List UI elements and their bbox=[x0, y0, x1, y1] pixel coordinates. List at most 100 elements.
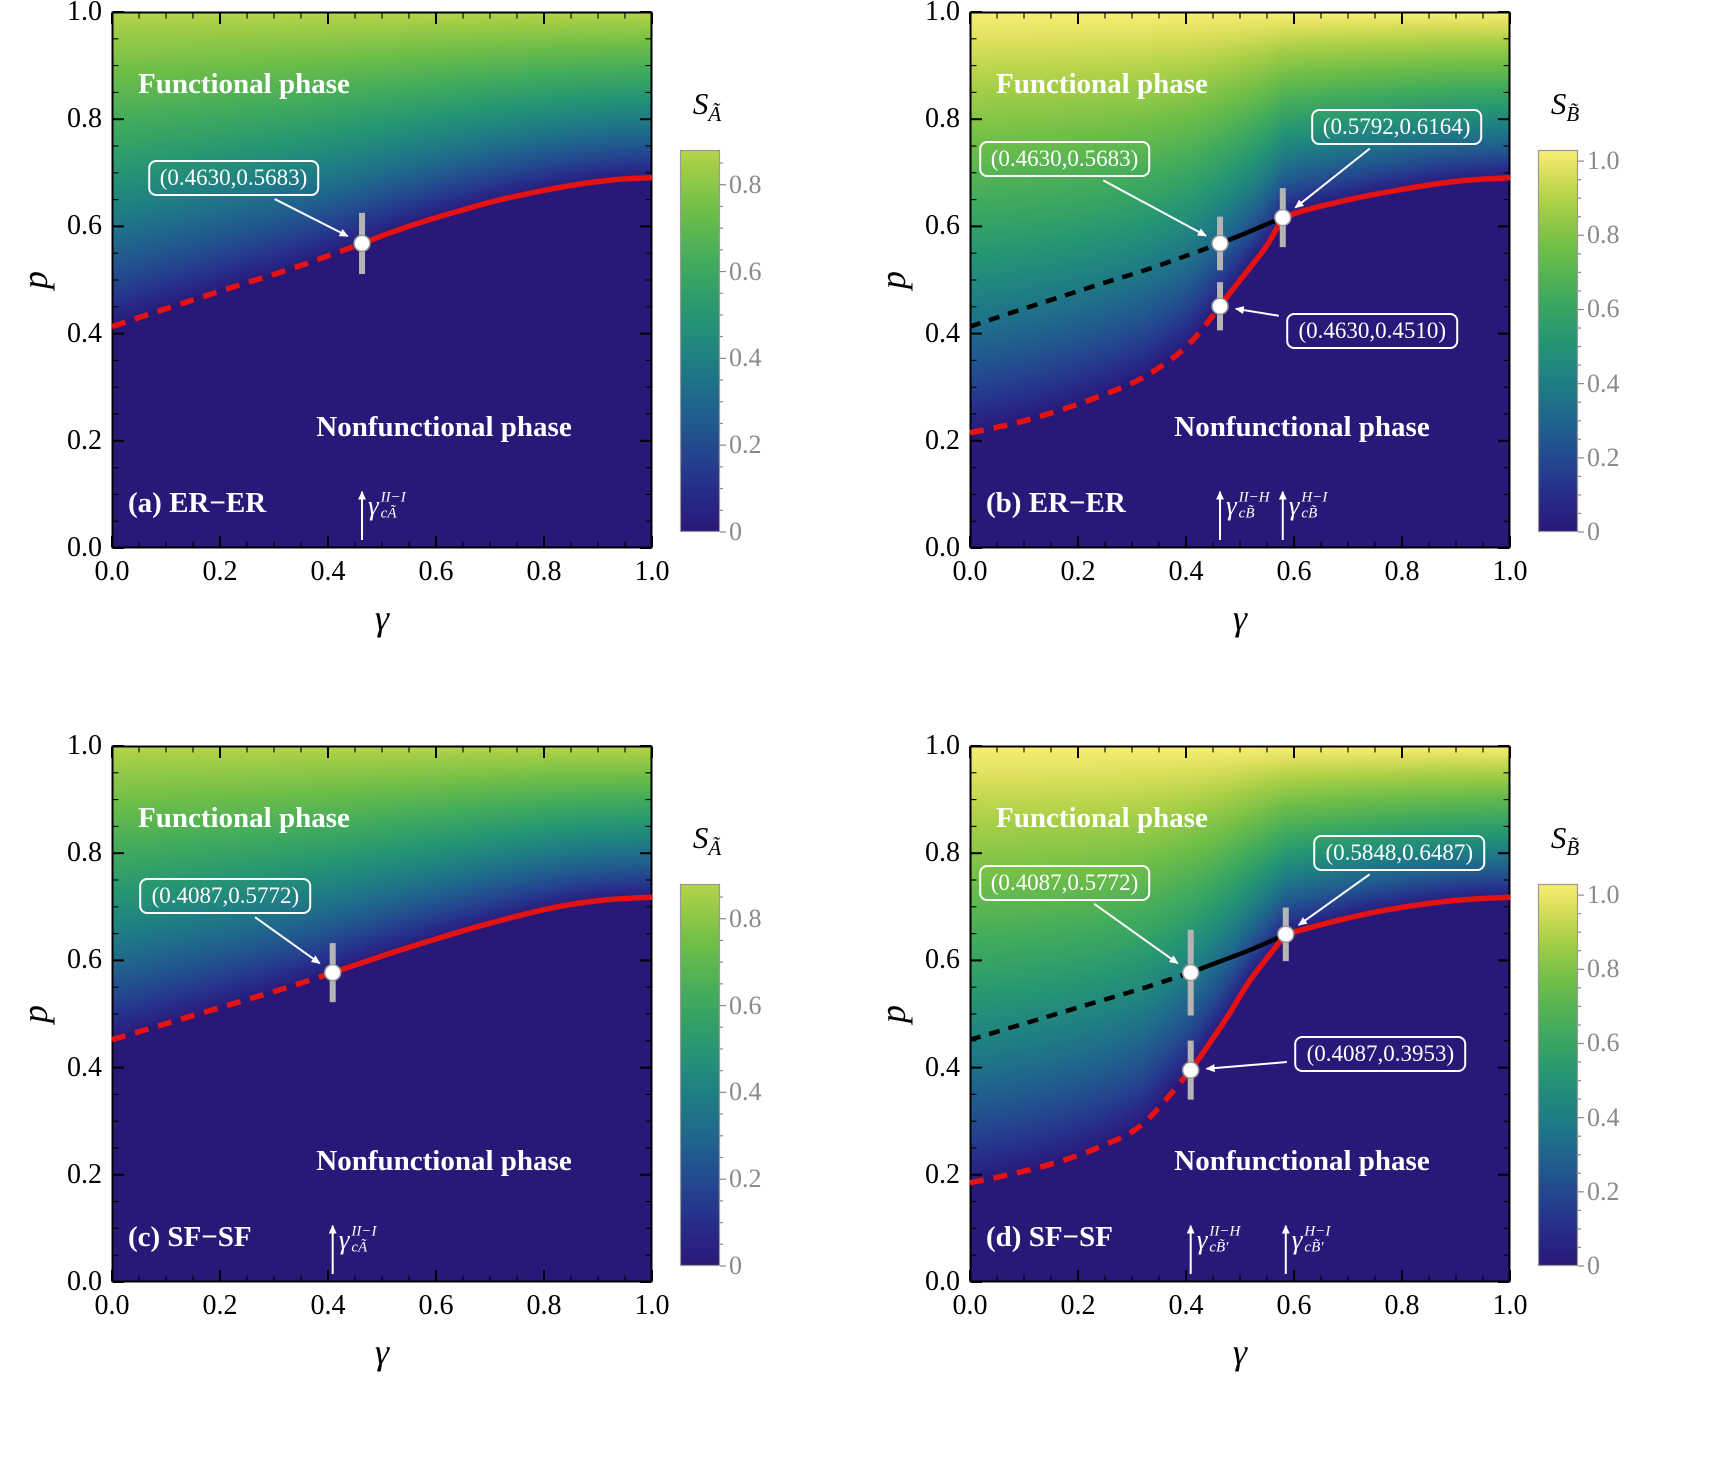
y-tick-label: 0.6 bbox=[925, 210, 960, 242]
colorbar-canvas bbox=[1538, 884, 1578, 1266]
y-tick-label: 1.0 bbox=[925, 730, 960, 761]
functional-phase-label: Functional phase bbox=[138, 802, 350, 834]
functional-phase-label: Functional phase bbox=[996, 802, 1208, 834]
colorbar-tick-label: 0 bbox=[1587, 1251, 1600, 1280]
y-tick-label: 0.8 bbox=[67, 103, 102, 135]
y-axis-label: p bbox=[15, 271, 55, 289]
gamma-symbol: γ bbox=[338, 1224, 350, 1255]
colorbar-tick-label: 0.4 bbox=[729, 1077, 762, 1107]
y-tick-label: 0.4 bbox=[67, 317, 102, 349]
colorbar-canvas bbox=[1538, 150, 1578, 532]
colorbar-tick-label: 0.6 bbox=[1587, 1028, 1620, 1058]
colorbar-tick-label: 0 bbox=[1587, 517, 1600, 546]
colorbar-tick-label: 1.0 bbox=[1587, 146, 1620, 176]
colorbar-subscript: Ã bbox=[708, 102, 722, 126]
y-axis-label: p bbox=[873, 271, 913, 289]
panel-a: Functional phase Nonfunctional phase (a)… bbox=[0, 0, 858, 734]
gamma-critical-label: γ II−I cÃ bbox=[368, 490, 406, 522]
gamma-superscript: H−I bbox=[1304, 1223, 1331, 1240]
gamma-superscript: H−I bbox=[1301, 489, 1328, 506]
x-axis-label: γ bbox=[1232, 598, 1248, 638]
gamma-scripts: II−H cB̃′ bbox=[1209, 1224, 1240, 1256]
panel-label: (d) SF−SF bbox=[986, 1221, 1113, 1253]
x-tick-label: 0.6 bbox=[1276, 556, 1312, 587]
y-tick-label: 0.6 bbox=[67, 210, 102, 242]
annotation-box: (0.4630,0.4510) bbox=[1286, 312, 1459, 349]
panel-label: (a) ER−ER bbox=[128, 487, 267, 519]
y-tick-label: 0.2 bbox=[925, 424, 960, 456]
y-tick-label: 0.2 bbox=[67, 1158, 102, 1190]
colorbar-tick-label: 0.8 bbox=[729, 903, 762, 933]
y-tick-label: 0.4 bbox=[925, 1051, 960, 1083]
colorbar-label: SÃ bbox=[693, 86, 721, 127]
gamma-scripts: II−H cB̃ bbox=[1239, 490, 1270, 522]
gamma-superscript: II−H bbox=[1209, 1223, 1241, 1240]
colorbar-tick-label: 0.6 bbox=[729, 256, 762, 286]
gamma-symbol: γ bbox=[1288, 490, 1300, 521]
panel-d: Functional phase Nonfunctional phase (d)… bbox=[858, 730, 1716, 1468]
gamma-critical-label: γ II−H cB̃ bbox=[1226, 490, 1270, 522]
x-tick-label: 0.8 bbox=[1384, 1290, 1420, 1321]
colorbar-tick-label: 0.2 bbox=[1587, 1176, 1620, 1206]
x-tick-label: 0.2 bbox=[202, 1290, 238, 1321]
y-tick-label: 0.8 bbox=[925, 103, 960, 135]
x-tick-label: 0.0 bbox=[952, 556, 988, 587]
nonfunctional-phase-label: Nonfunctional phase bbox=[316, 411, 572, 443]
y-axis-label: p bbox=[15, 1005, 55, 1023]
x-tick-label: 0.8 bbox=[1384, 556, 1420, 587]
gamma-scripts: H−I cB̃′ bbox=[1304, 1224, 1330, 1256]
colorbar-canvas bbox=[680, 150, 720, 532]
colorbar-tick-label: 0.2 bbox=[1587, 442, 1620, 472]
y-axis-label: p bbox=[873, 1005, 913, 1023]
colorbar-tick-label: 0.4 bbox=[729, 343, 762, 373]
gamma-critical-label: γ H−I cB̃ bbox=[1289, 490, 1328, 522]
x-tick-label: 0.4 bbox=[1168, 556, 1204, 587]
gamma-superscript: II−I bbox=[380, 489, 406, 506]
gamma-symbol: γ bbox=[368, 490, 379, 521]
colorbar-tick-label: 0.8 bbox=[1587, 220, 1620, 250]
x-tick-label: 0.2 bbox=[1060, 556, 1096, 587]
gamma-subscript: cÃ bbox=[380, 505, 397, 522]
colorbar-tick-label: 0 bbox=[729, 1251, 742, 1280]
annotation-box: (0.5792,0.6164) bbox=[1310, 109, 1483, 146]
annotation-box: (0.4087,0.5772) bbox=[139, 878, 312, 915]
x-axis-label: γ bbox=[374, 1332, 390, 1372]
colorbar-symbol: S bbox=[692, 86, 709, 121]
colorbar-symbol: S bbox=[692, 820, 709, 855]
nonfunctional-phase-label: Nonfunctional phase bbox=[1174, 411, 1430, 443]
gamma-subscript: cB̃ bbox=[1238, 505, 1255, 522]
colorbar-symbol: S bbox=[1550, 86, 1567, 121]
gamma-subscript: cÃ bbox=[351, 1239, 368, 1256]
y-tick-label: 1.0 bbox=[67, 0, 102, 27]
colorbar-tick-label: 0 bbox=[729, 517, 742, 546]
x-tick-label: 0.0 bbox=[952, 1290, 988, 1321]
colorbar-tick-label: 0.2 bbox=[729, 1164, 762, 1194]
colorbar-canvas bbox=[680, 884, 720, 1266]
nonfunctional-phase-label: Nonfunctional phase bbox=[1174, 1145, 1430, 1177]
y-tick-label: 0.0 bbox=[925, 1266, 960, 1297]
x-axis-label: γ bbox=[374, 598, 390, 638]
gamma-scripts: II−I cÃ bbox=[381, 490, 406, 522]
y-tick-label: 0.0 bbox=[67, 532, 102, 563]
annotation-box: (0.4087,0.5772) bbox=[978, 864, 1151, 901]
x-tick-label: 0.4 bbox=[310, 1290, 346, 1321]
annotation-box: (0.5848,0.6487) bbox=[1313, 835, 1486, 872]
x-tick-label: 0.2 bbox=[202, 556, 238, 587]
gamma-symbol: γ bbox=[1196, 1224, 1208, 1255]
x-tick-label: 0.0 bbox=[94, 1290, 130, 1321]
gamma-subscript: cB̃′ bbox=[1209, 1239, 1229, 1256]
y-tick-label: 0.0 bbox=[67, 1266, 102, 1297]
annotation-box: (0.4630,0.5683) bbox=[147, 160, 320, 197]
y-tick-label: 0.0 bbox=[925, 532, 960, 563]
colorbar-label: SB̃ bbox=[1551, 86, 1579, 127]
x-tick-label: 0.8 bbox=[526, 1290, 562, 1321]
colorbar-subscript: B̃ bbox=[1566, 836, 1580, 860]
colorbar-subscript: Ã bbox=[708, 836, 722, 860]
colorbar-tick-label: 0.6 bbox=[729, 990, 762, 1020]
annotation-box: (0.4087,0.3953) bbox=[1294, 1036, 1467, 1073]
gamma-critical-label: γ II−I cÃ bbox=[339, 1224, 377, 1256]
x-tick-label: 0.8 bbox=[526, 556, 562, 587]
colorbar-tick-label: 0.2 bbox=[729, 430, 762, 460]
panel-label: (c) SF−SF bbox=[128, 1221, 252, 1253]
